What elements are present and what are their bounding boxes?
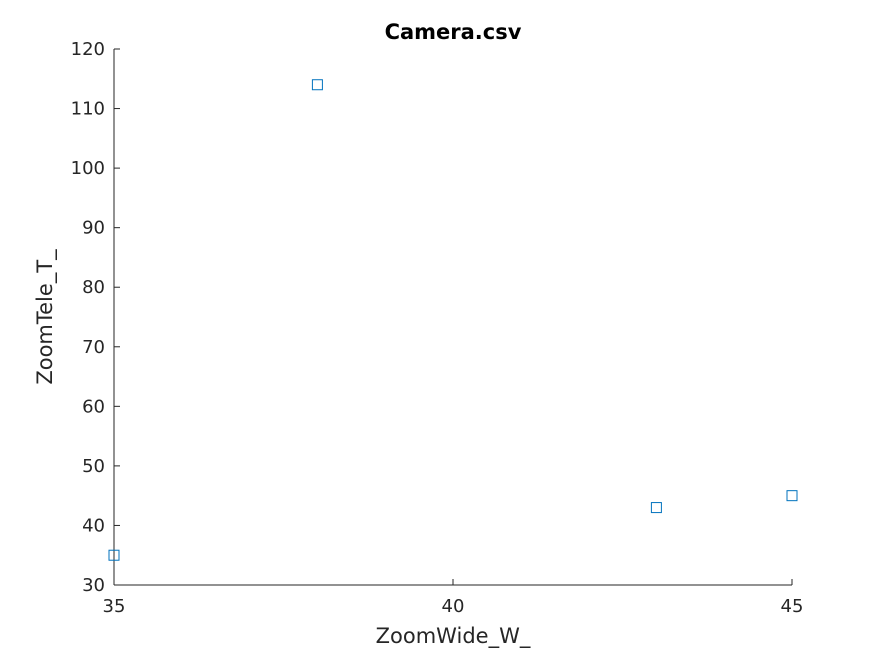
data-point	[650, 502, 662, 514]
x-ticks: 35 40 45	[103, 579, 804, 617]
y-tick-label: 50	[82, 456, 105, 477]
y-tick-label: 80	[82, 277, 105, 298]
x-axis-label: ZoomWide_W_	[376, 624, 531, 649]
x-tick-label: 40	[442, 596, 465, 617]
y-tick-label: 90	[82, 218, 105, 239]
x-tick-label: 35	[103, 596, 126, 617]
y-tick-label: 70	[82, 337, 105, 358]
y-tick-label: 40	[82, 515, 105, 536]
chart-title: Camera.csv	[385, 20, 522, 44]
y-tick-label: 110	[71, 99, 105, 120]
data-point	[786, 490, 798, 502]
data-points	[108, 79, 798, 561]
data-point	[311, 79, 323, 91]
x-tick-label: 45	[781, 596, 804, 617]
y-tick-label: 100	[71, 158, 105, 179]
y-tick-label: 30	[82, 575, 105, 596]
y-axis-label: ZoomTele_T_	[33, 249, 58, 385]
axes	[113, 49, 792, 586]
y-ticks: 30 40 50 60 70 80 90 100 110 120	[71, 39, 120, 596]
data-point	[108, 549, 120, 561]
y-tick-label: 60	[82, 396, 105, 417]
y-tick-label: 120	[71, 39, 105, 60]
